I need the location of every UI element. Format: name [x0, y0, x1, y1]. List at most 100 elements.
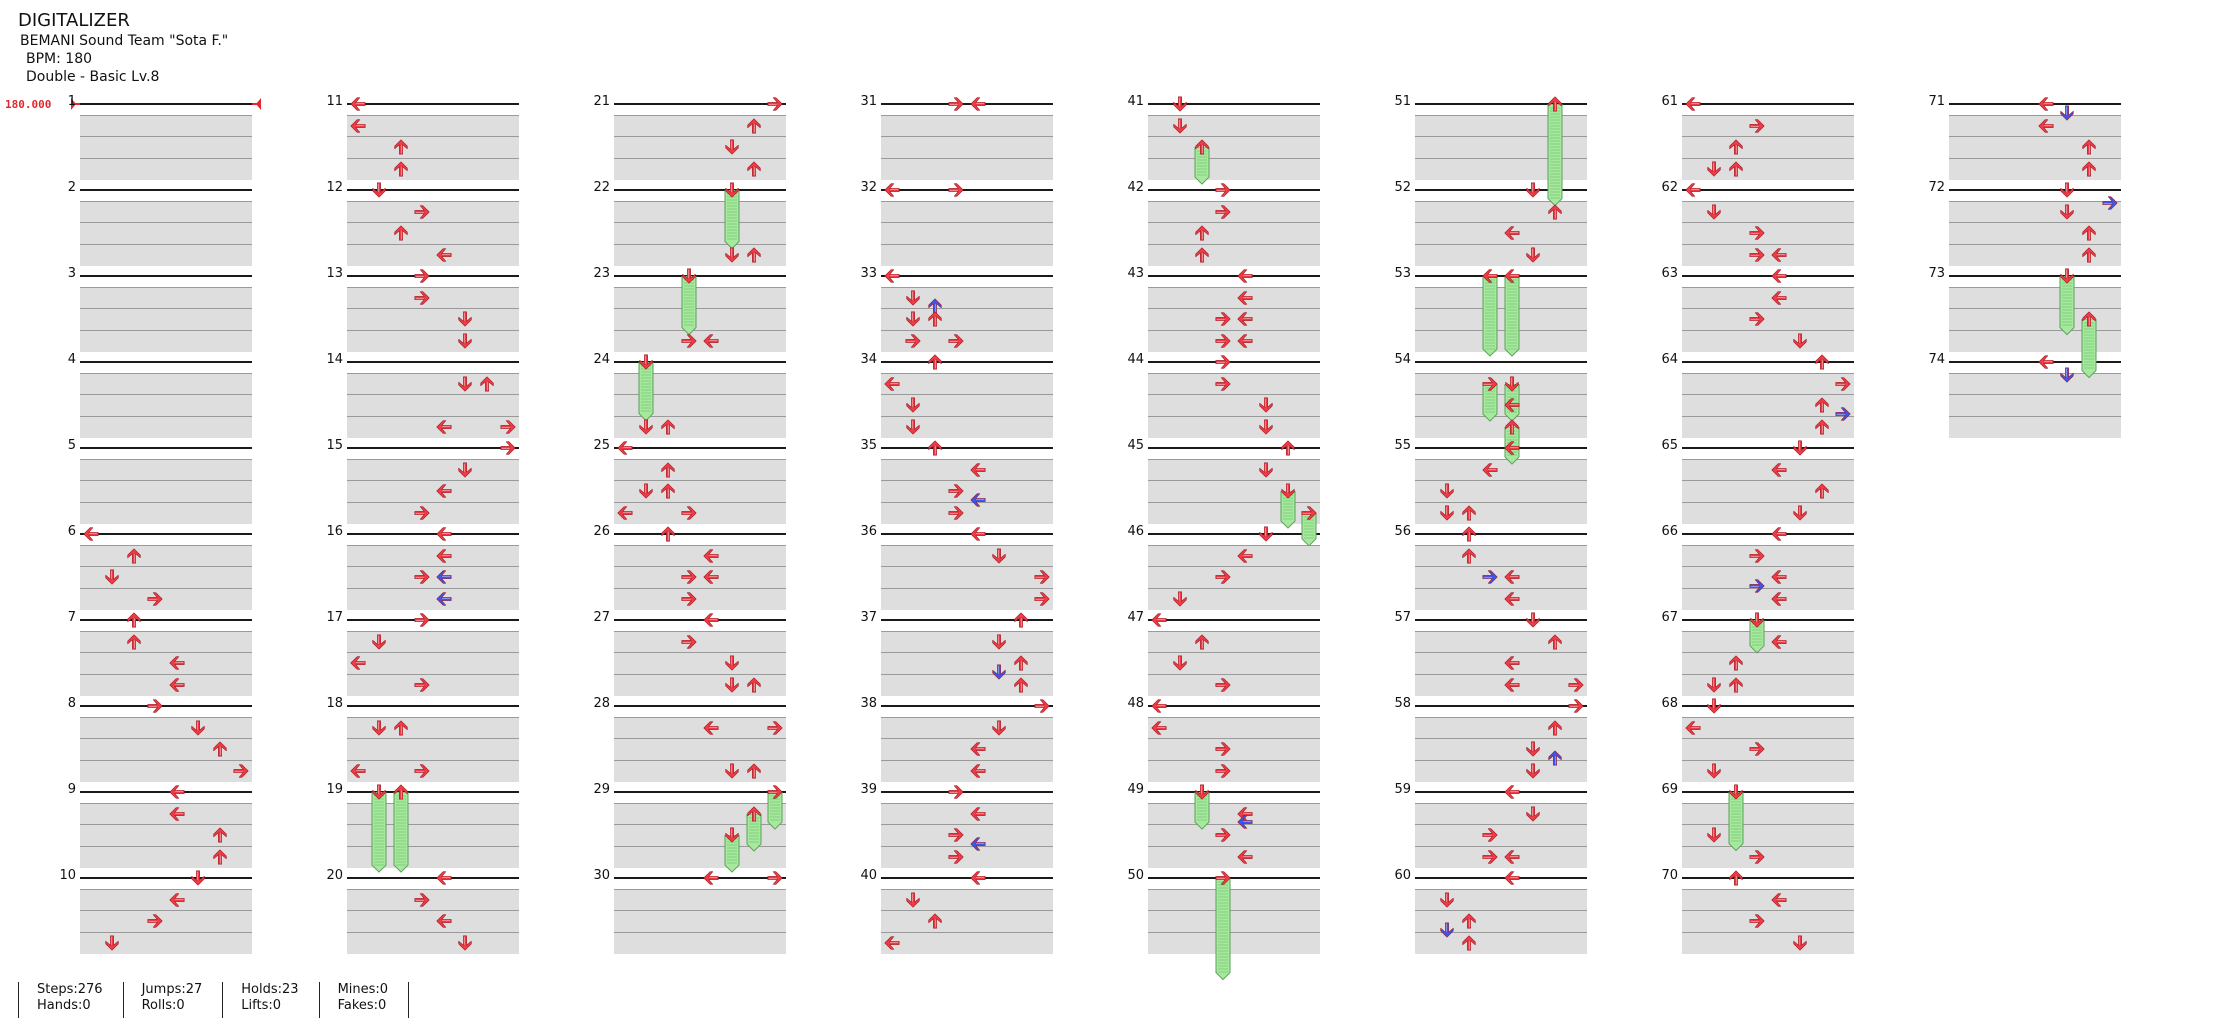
- arrow-right-icon: [413, 891, 431, 913]
- beat-row: [347, 394, 519, 416]
- measure-bar: [1148, 619, 1320, 621]
- arrow-up-icon: [926, 310, 944, 332]
- measure-bar: [1682, 361, 1854, 363]
- measure-number: 49: [1127, 782, 1144, 797]
- measure-bar: [80, 275, 252, 277]
- arrow-left-icon: [1503, 676, 1521, 698]
- arrow-down-icon: [680, 267, 698, 289]
- arrow-up-icon: [1460, 934, 1478, 956]
- measure-bar: [80, 791, 252, 793]
- arrow-up-icon: [1546, 719, 1564, 741]
- beat-row: [1148, 845, 1320, 868]
- measure-number: 37: [860, 610, 877, 625]
- beat-row: [347, 845, 519, 868]
- arrow-down-icon: [1171, 95, 1189, 117]
- arrow-left-icon: [969, 762, 987, 784]
- beat-row: [881, 802, 1053, 825]
- beat-row: [1949, 308, 2121, 330]
- measure-bar: [614, 877, 786, 879]
- arrow-down-icon: [1791, 934, 1809, 956]
- arrow-down-icon: [1705, 826, 1723, 848]
- beat-row: [614, 136, 786, 158]
- beat-row: [614, 200, 786, 223]
- beat-row: [1415, 544, 1587, 567]
- measure-number: 59: [1394, 782, 1411, 797]
- arrow-down-icon: [1257, 418, 1275, 440]
- measure-bar: [614, 447, 786, 449]
- beat-row: [1148, 222, 1320, 244]
- arrow-down-icon: [990, 633, 1008, 655]
- arrow-up-icon: [745, 117, 763, 139]
- beat-row: [1949, 243, 2121, 266]
- beat-row: [1682, 243, 1854, 266]
- arrow-right-icon: [413, 762, 431, 784]
- arrow-up-icon: [392, 138, 410, 160]
- arrow-right-icon: [1033, 697, 1051, 719]
- beat-row: [614, 157, 786, 180]
- bpm-line-start-cap: [71, 98, 76, 110]
- arrow-up-icon: [1193, 246, 1211, 268]
- arrow-left-icon: [168, 676, 186, 698]
- arrow-right-icon: [1481, 568, 1499, 590]
- arrow-right-icon: [413, 676, 431, 698]
- arrow-left-icon: [1481, 267, 1499, 289]
- arrow-down-icon: [2058, 203, 2076, 225]
- beat-row: [881, 308, 1053, 330]
- measure-number: 23: [593, 266, 610, 281]
- measure-number: 72: [1928, 180, 1945, 195]
- beat-row: [1682, 200, 1854, 223]
- measure-bar: [614, 275, 786, 277]
- beat-row: [1682, 738, 1854, 760]
- stats-group-jumps: Jumps:27 Rolls:0: [124, 982, 224, 1018]
- stat-hands: Hands:0: [37, 998, 91, 1013]
- beat-row: [347, 738, 519, 760]
- measure-bar: [1682, 189, 1854, 191]
- beat-row: [347, 136, 519, 158]
- beat-row: [347, 673, 519, 696]
- measure-bar: [347, 275, 519, 277]
- measure-bar: [1682, 103, 1854, 105]
- beat-row: [614, 738, 786, 760]
- arrow-left-icon: [1236, 310, 1254, 332]
- beat-row: [1415, 931, 1587, 954]
- arrow-right-icon: [1214, 762, 1232, 784]
- measure-number: 34: [860, 352, 877, 367]
- beat-row: [80, 243, 252, 266]
- arrow-up-icon: [1503, 418, 1521, 440]
- measure-bar: [881, 705, 1053, 707]
- arrow-up-icon: [478, 375, 496, 397]
- arrow-left-icon: [1503, 590, 1521, 612]
- beat-row: [80, 910, 252, 932]
- arrow-left-icon: [969, 461, 987, 483]
- beat-row: [881, 415, 1053, 438]
- measure-number: 25: [593, 438, 610, 453]
- arrow-left-icon: [1503, 224, 1521, 246]
- beat-row: [1682, 910, 1854, 932]
- arrow-left-icon: [435, 525, 453, 547]
- beat-row: [1682, 372, 1854, 395]
- beat-row: [614, 222, 786, 244]
- beat-row: [1148, 243, 1320, 266]
- measure-number: 71: [1928, 94, 1945, 109]
- beat-row: [1682, 759, 1854, 782]
- beat-row: [1148, 738, 1320, 760]
- measure-number: 63: [1661, 266, 1678, 281]
- beat-row: [1415, 415, 1587, 438]
- measure-number: 10: [59, 868, 76, 883]
- beat-row: [1148, 824, 1320, 846]
- beat-row: [614, 329, 786, 352]
- measure-number: 67: [1661, 610, 1678, 625]
- measure-bar: [1682, 619, 1854, 621]
- arrow-right-icon: [499, 439, 517, 461]
- beat-row: [1415, 372, 1587, 395]
- arrow-down-icon: [2058, 181, 2076, 203]
- beat-row: [1415, 888, 1587, 911]
- arrow-down-icon: [637, 353, 655, 375]
- beat-row: [881, 114, 1053, 137]
- arrow-down-icon: [1279, 482, 1297, 504]
- arrow-left-icon: [168, 783, 186, 805]
- arrow-left-icon: [969, 525, 987, 547]
- measure-number: 7: [67, 610, 76, 625]
- measure-bar: [1148, 877, 1320, 879]
- arrow-left-icon: [1503, 439, 1521, 461]
